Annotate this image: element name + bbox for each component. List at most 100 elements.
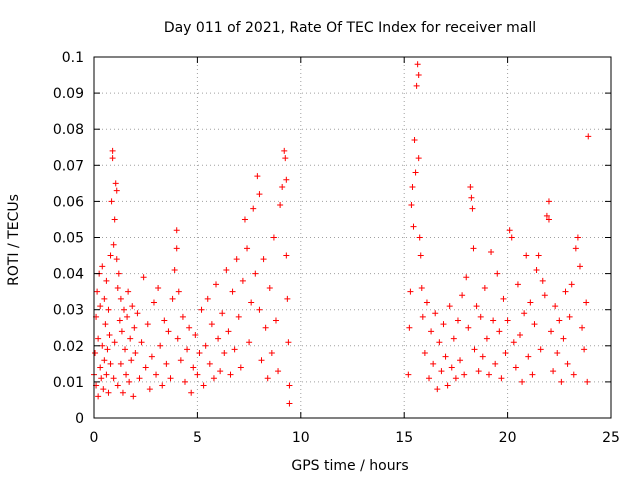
data-point [223,266,230,273]
data-point [446,303,453,310]
y-tick-label: 0.06 [53,194,84,210]
axis-ticks [93,56,612,419]
data-point [574,234,581,241]
data-point [490,317,497,324]
data-point [281,147,288,154]
data-point [97,364,104,371]
data-point [215,335,222,342]
data-point [202,342,209,349]
data-point [576,263,583,270]
data-point [111,339,118,346]
data-point [111,216,118,223]
data-point [583,299,590,306]
data-point [411,137,418,144]
data-point [283,252,290,259]
data-point [146,386,153,393]
data-point [452,375,459,382]
data-point [556,317,563,324]
data-point [165,328,172,335]
data-point [99,342,106,349]
data-point [125,288,132,295]
data-point [470,245,477,252]
data-point [105,389,112,396]
y-tick-label: 0.05 [53,231,84,247]
data-point [132,350,139,357]
data-point [177,357,184,364]
data-point [554,350,561,357]
data-point [517,331,524,338]
data-point [148,353,155,360]
data-point [521,310,528,317]
data-point [461,371,468,378]
data-point [116,317,123,324]
data-point [417,252,424,259]
data-point [264,375,271,382]
data-point [217,368,224,375]
data-point [94,288,101,295]
data-point [560,335,567,342]
data-point [174,335,181,342]
data-point [498,375,505,382]
data-point [434,386,441,393]
data-point [112,180,119,187]
data-point [545,198,552,205]
data-point [418,285,425,292]
data-point [258,357,265,364]
data-point [101,357,108,364]
data-point [500,295,507,302]
data-point [130,393,137,400]
data-point [163,360,170,367]
data-point [436,339,443,346]
data-point [448,364,455,371]
y-tick-label: 0 [75,411,84,427]
data-point [124,313,131,320]
data-point [246,339,253,346]
data-point [190,364,197,371]
data-point [558,378,565,385]
data-point [562,288,569,295]
data-point [173,227,180,234]
data-point [248,299,255,306]
data-point [512,364,519,371]
data-point [157,342,164,349]
data-point [279,183,286,190]
data-point [254,173,261,180]
data-point [525,353,532,360]
data-point [527,299,534,306]
data-point [155,285,162,292]
data-point [570,371,577,378]
data-point [117,360,124,367]
data-point [471,346,478,353]
data-point [483,335,490,342]
data-point [119,389,126,396]
data-point [129,303,136,310]
data-point [442,353,449,360]
data-point [109,147,116,154]
data-point [412,169,419,176]
data-point [423,299,430,306]
y-tick-label: 0.09 [53,86,84,102]
scatter-marks [91,61,592,407]
data-point [161,317,168,324]
data-point [539,277,546,284]
y-tick-label: 0.03 [53,303,84,319]
data-point [414,61,421,68]
data-point [221,350,228,357]
data-point [543,212,550,219]
data-point [131,324,138,331]
data-point [144,321,151,328]
data-point [159,382,166,389]
data-point [413,82,420,89]
data-point [284,295,291,302]
y-tick-label: 0.02 [53,339,84,355]
data-point [204,295,211,302]
y-tick-label: 0.07 [53,158,84,174]
data-point [102,321,109,328]
data-point [103,371,110,378]
data-point [535,252,542,259]
data-point [252,270,259,277]
data-point [496,328,503,335]
data-point [92,350,99,357]
data-point [194,371,201,378]
